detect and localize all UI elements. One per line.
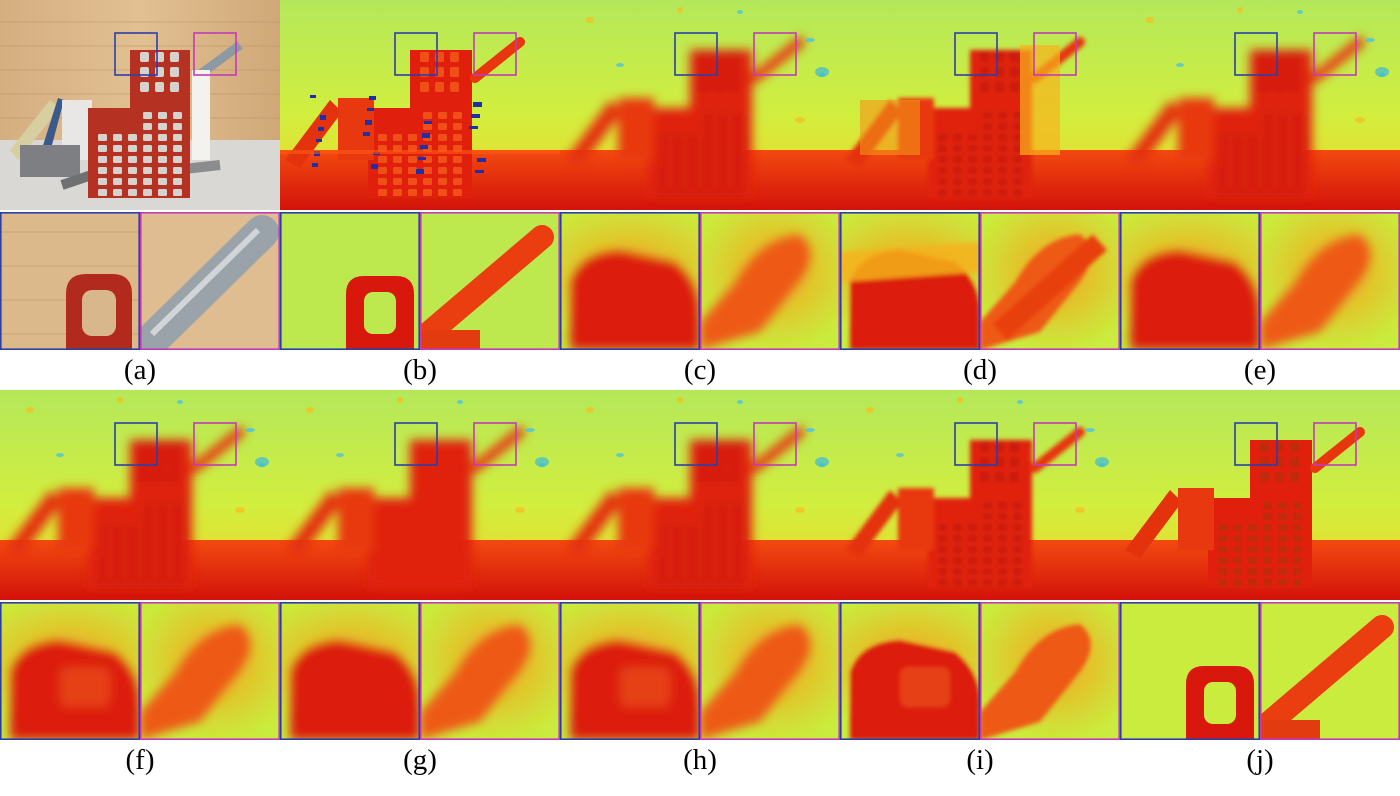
panel-caption: (a) [123,354,157,386]
panel-figure [0,0,280,350]
highlight-box-left [114,422,158,466]
zoom-crop-right [420,212,560,350]
zoom-crop-right [700,602,840,740]
scene-image [1120,390,1400,600]
highlight-box-right [473,32,517,76]
panel-caption: (i) [966,744,994,776]
panel-i: (i) [840,390,1120,780]
zoom-crop-left [560,212,700,350]
panel-caption: (e) [1243,354,1277,386]
zoom-crop-left [280,212,420,350]
highlight-box-right [473,422,517,466]
highlight-box-left [954,422,998,466]
panel-caption: (f) [125,744,155,776]
panel-figure [1120,390,1400,740]
panel-caption: (c) [683,354,717,386]
scene-image [560,390,840,600]
panel-caption: (g) [403,744,437,776]
highlight-box-left [674,32,718,76]
highlight-box-right [753,32,797,76]
panel-f: (f) [0,390,280,780]
scene-image [840,390,1120,600]
zoom-crop-right [980,602,1120,740]
scene-image [840,0,1120,210]
panel-figure [280,390,560,740]
scene-image [280,390,560,600]
highlight-box-left [674,422,718,466]
zoom-crop-right [980,212,1120,350]
panel-figure [560,390,840,740]
panel-caption: (b) [403,354,437,386]
zoom-crop-right [140,212,280,350]
panel-b: (b) [280,0,560,390]
highlight-box-left [1234,422,1278,466]
highlight-box-right [1313,32,1357,76]
highlight-box-right [1033,422,1077,466]
highlight-box-right [193,422,237,466]
zoom-crop-right [140,602,280,740]
highlight-box-right [1313,422,1357,466]
zoom-crop-left [1120,212,1260,350]
panel-caption: (h) [683,744,717,776]
scene-image [1120,0,1400,210]
panel-d: (d) [840,0,1120,390]
highlight-box-left [394,422,438,466]
scene-image [0,0,280,210]
panel-caption: (j) [1246,744,1274,776]
zoom-crop-left [1120,602,1260,740]
panel-figure [1120,0,1400,350]
highlight-box-left [394,32,438,76]
zoom-crop-left [0,602,140,740]
highlight-box-right [1033,32,1077,76]
zoom-crop-right [1260,212,1400,350]
zoom-crop-left [840,602,980,740]
zoom-crop-right [420,602,560,740]
scene-image [280,0,560,210]
zoom-crop-left [280,602,420,740]
scene-image [560,0,840,210]
panel-g: (g) [280,390,560,780]
panel-figure [280,0,560,350]
zoom-crop-left [560,602,700,740]
panel-figure [840,390,1120,740]
highlight-box-left [954,32,998,76]
panel-e: (e) [1120,0,1400,390]
panel-figure [840,0,1120,350]
zoom-crop-left [840,212,980,350]
highlight-box-right [193,32,237,76]
highlight-box-left [1234,32,1278,76]
panel-h: (h) [560,390,840,780]
zoom-crop-left [0,212,140,350]
panel-figure [0,390,280,740]
scene-image [0,390,280,600]
panel-figure [560,0,840,350]
zoom-crop-right [700,212,840,350]
highlight-box-left [114,32,158,76]
panel-caption: (d) [963,354,997,386]
zoom-crop-right [1260,602,1400,740]
panel-j: (j) [1120,390,1400,780]
panel-a: (a) [0,0,280,390]
panel-c: (c) [560,0,840,390]
highlight-box-right [753,422,797,466]
